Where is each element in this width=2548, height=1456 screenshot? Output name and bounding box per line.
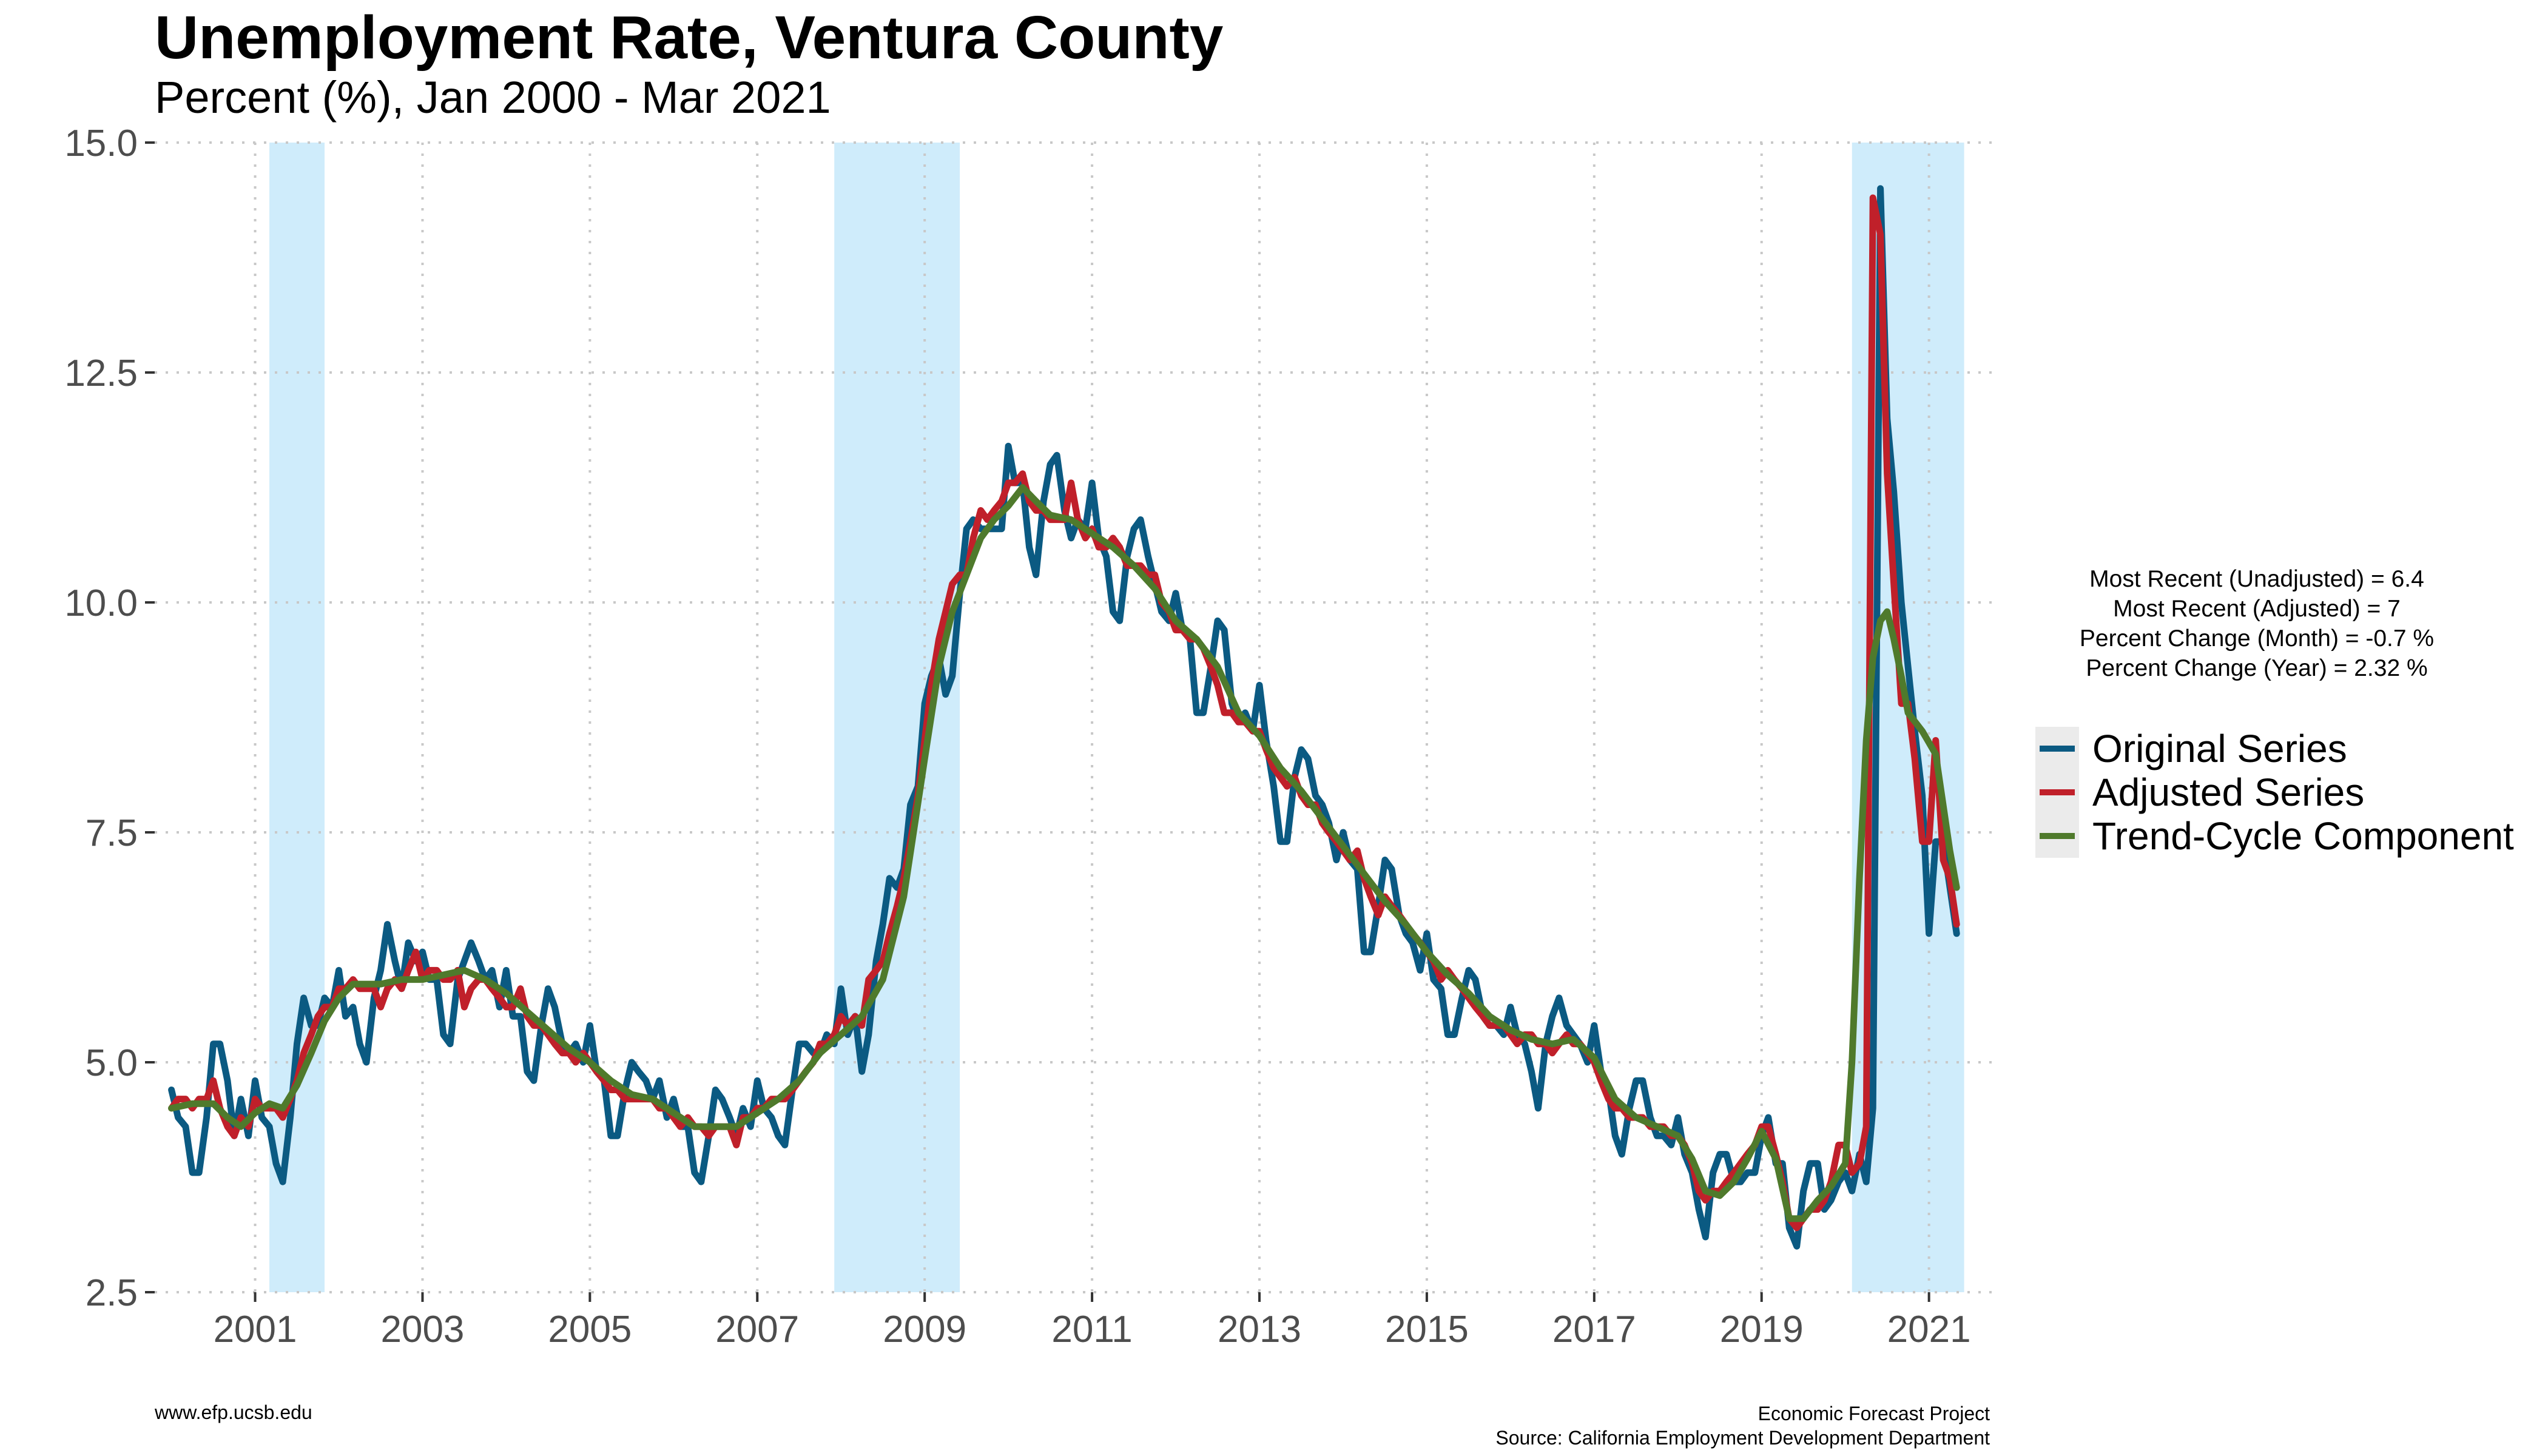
- y-tick-label: 5.0: [86, 1042, 138, 1084]
- x-tick-label: 2005: [548, 1309, 632, 1350]
- legend-key-adjusted: [2035, 770, 2079, 814]
- series-line-adjusted-series: [168, 194, 1960, 1232]
- y-tick-label: 10.0: [64, 582, 138, 624]
- x-tick-label: 2009: [883, 1309, 966, 1350]
- stat-adjusted: Most Recent (Adjusted) = 7: [2113, 596, 2401, 622]
- recession-band: [834, 143, 960, 1292]
- legend-item-adjusted: Adjusted Series: [2035, 770, 2514, 814]
- x-tick-label: 2019: [1720, 1309, 1804, 1350]
- legend-key-original: [2035, 727, 2079, 770]
- x-tick-label: 2013: [1218, 1309, 1301, 1350]
- x-tick-label: 2001: [214, 1309, 297, 1350]
- stat-month-change: Percent Change (Month) = -0.7 %: [2079, 625, 2435, 652]
- y-tick-label: 15.0: [64, 123, 138, 164]
- footer-project: Economic Forecast Project: [1758, 1403, 1990, 1424]
- x-tick-label: 2007: [715, 1309, 799, 1350]
- stat-year-change: Percent Change (Year) = 2.32 %: [2086, 655, 2428, 681]
- x-tick-label: 2021: [1887, 1309, 1971, 1350]
- series-line-original-series: [168, 185, 1960, 1250]
- y-tick-label: 2.5: [86, 1272, 138, 1314]
- series-line-trend-cycle-component: [168, 484, 1960, 1222]
- legend-label-adjusted: Adjusted Series: [2092, 770, 2365, 814]
- recession-shading-group: [269, 143, 1964, 1292]
- y-tick-label: 7.5: [86, 812, 138, 854]
- legend-item-original: Original Series: [2035, 727, 2514, 770]
- y-tick-label: 12.5: [64, 352, 138, 394]
- footer-source-line: Source: California Employment Developmen…: [1495, 1427, 1990, 1449]
- chart-title: Unemployment Rate, Ventura County: [155, 4, 1224, 72]
- x-tick-label: 2011: [1051, 1309, 1132, 1350]
- stat-unadjusted: Most Recent (Unadjusted) = 6.4: [2089, 566, 2424, 592]
- legend-label-original: Original Series: [2092, 727, 2347, 770]
- footer-website: www.efp.ucsb.edu: [155, 1401, 312, 1423]
- legend-key-trend: [2035, 814, 2079, 858]
- series-group: [168, 185, 1960, 1250]
- x-tick-label: 2015: [1385, 1309, 1469, 1350]
- grid-group: [155, 141, 1996, 1293]
- footer-source: Economic Forecast Project Source: Califo…: [1495, 1401, 1990, 1450]
- legend-label-trend: Trend-Cycle Component: [2092, 814, 2514, 858]
- x-tick-label: 2003: [380, 1309, 464, 1350]
- legend: Original Series Adjusted Series Trend-Cy…: [2035, 727, 2514, 858]
- stats-annotation: Most Recent (Unadjusted) = 6.4 Most Rece…: [2075, 564, 2439, 683]
- x-tick-label: 2017: [1552, 1309, 1636, 1350]
- chart-subtitle: Percent (%), Jan 2000 - Mar 2021: [155, 72, 831, 123]
- recession-band: [269, 143, 325, 1292]
- axes-group: 2.5 5.0 7.5 10.0 12.5 15.0 2001 2003 2005 2007 200…: [64, 123, 1970, 1350]
- legend-item-trend: Trend-Cycle Component: [2035, 814, 2514, 858]
